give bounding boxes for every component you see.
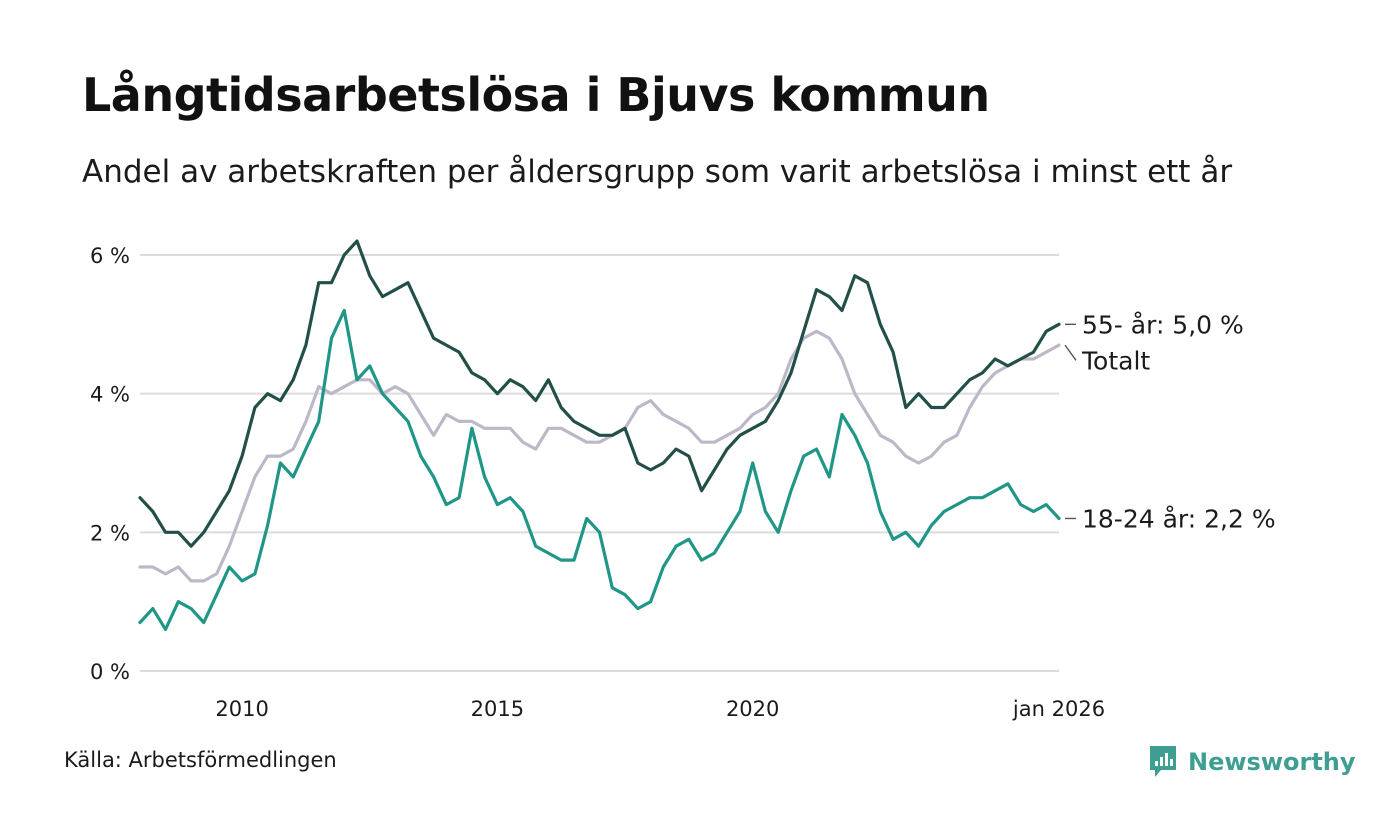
series-end-labels: 55- år: 5,0 % Totalt 18-24 år: 2,2 %	[1064, 310, 1276, 533]
brand-logo: Newsworthy	[1148, 742, 1356, 782]
y-tick-label: 0 %	[90, 660, 130, 684]
series-line-18-24	[138, 308, 1061, 631]
newsworthy-logo-icon	[1150, 746, 1176, 777]
leader-line	[1064, 344, 1077, 361]
x-axis: 2010 2015 2020 jan 2026	[215, 697, 1105, 721]
series-end-label: 55- år: 5,0 %	[1082, 310, 1244, 339]
x-tick-label: 2015	[471, 697, 524, 721]
chart-subtitle: Andel av arbetskraften per åldersgrupp s…	[82, 154, 1233, 190]
series-end-label: Totalt	[1081, 346, 1150, 375]
y-tick-label: 4 %	[90, 383, 130, 407]
x-tick-label: 2010	[215, 697, 268, 721]
y-tick-label: 6 %	[90, 244, 130, 268]
series-lines	[138, 239, 1061, 631]
x-tick-label: 2020	[726, 697, 779, 721]
chart-title: Långtidsarbetslösa i Bjuvs kommun	[82, 68, 990, 122]
x-tick-label: jan 2026	[1012, 697, 1105, 721]
brand-name: Newsworthy	[1188, 748, 1356, 776]
y-axis: 0 % 2 % 4 % 6 %	[90, 244, 130, 684]
series-line-55-plus	[138, 239, 1061, 548]
source-note: Källa: Arbetsförmedlingen	[64, 748, 337, 772]
series-line-totalt	[138, 329, 1061, 583]
y-tick-label: 2 %	[90, 521, 130, 545]
series-end-label: 18-24 år: 2,2 %	[1082, 504, 1276, 533]
